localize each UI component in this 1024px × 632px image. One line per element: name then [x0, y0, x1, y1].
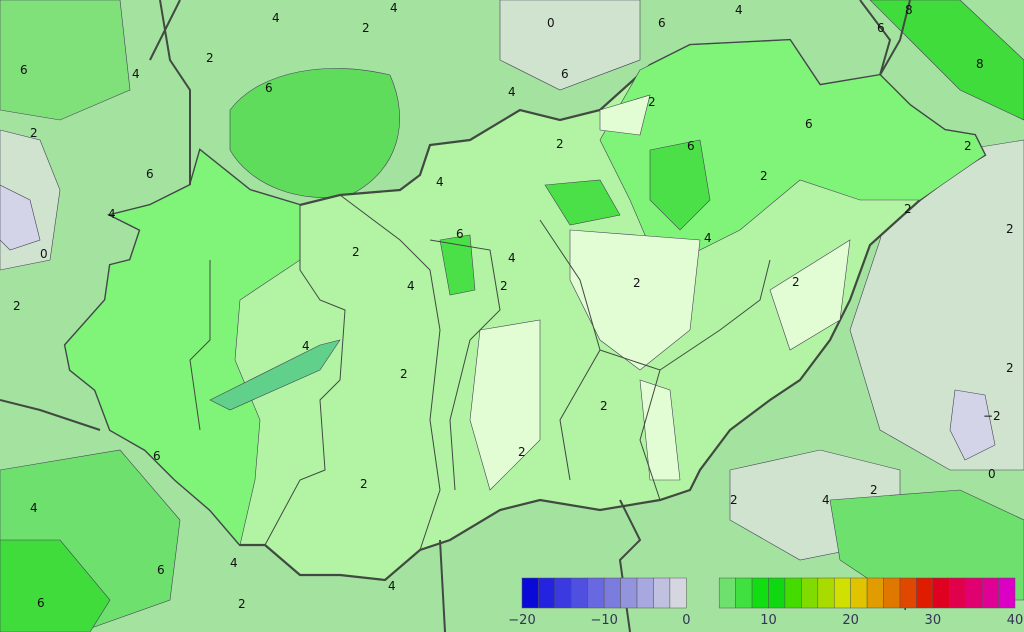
colorbar-segment	[538, 577, 556, 609]
contour-label: 6	[561, 67, 569, 81]
contour-label: 6	[877, 21, 885, 35]
colorbar-segment	[998, 577, 1016, 609]
colorbar-tick-label: 40	[1007, 613, 1024, 628]
contour-label: 6	[153, 449, 161, 463]
contour-label: 0	[988, 467, 996, 481]
colorbar-segment	[817, 577, 835, 609]
contour-label: 2	[600, 399, 608, 413]
contour-label: 0	[547, 16, 555, 30]
colorbar-segment	[899, 577, 917, 609]
contour-label: 4	[436, 175, 444, 189]
contour-label: 4	[108, 207, 116, 221]
contour-label: 2	[518, 445, 526, 459]
colorbar-segment	[801, 577, 819, 609]
colorbar-segment	[916, 577, 934, 609]
contour-label: 8	[976, 57, 984, 71]
contour-label: 6	[20, 63, 28, 77]
colorbar-segment	[833, 577, 851, 609]
colorbar-segment	[768, 577, 786, 609]
colorbar-segment	[850, 577, 868, 609]
colorbar-tick-label: −20	[508, 613, 535, 628]
contour-label: 4	[407, 279, 415, 293]
colorbar-segment	[653, 577, 671, 609]
contour-label: 6	[456, 227, 464, 241]
contour-label: 2	[648, 95, 656, 109]
colorbar-segment	[965, 577, 983, 609]
colorbar-segment	[949, 577, 966, 609]
contour-label: 6	[146, 167, 154, 181]
contour-label: 2	[1006, 361, 1014, 375]
contour-label: 2	[400, 367, 408, 381]
contour-label: 2	[352, 245, 360, 259]
contour-label: 6	[265, 81, 273, 95]
contour-label: 6	[37, 596, 45, 610]
colorbar-segment	[554, 577, 572, 609]
contour-label: 4	[230, 556, 238, 570]
contour-label: 4	[30, 501, 38, 515]
colorbar-segment	[751, 577, 769, 609]
contour-label: 2	[13, 299, 21, 313]
contour-label: 2	[556, 137, 564, 151]
contour-label: 8	[905, 3, 913, 17]
colorbar-segment	[932, 577, 950, 609]
colorbar-segment	[669, 577, 687, 609]
county-borders	[189, 194, 771, 551]
colorbar-segment	[571, 577, 588, 609]
colorbar-segment	[636, 577, 654, 609]
contour-label: 4	[302, 339, 310, 353]
contour-label: 2	[500, 279, 508, 293]
contour-label: 4	[822, 493, 830, 507]
contour-label: 2	[792, 275, 800, 289]
contour-label: 2	[362, 21, 370, 35]
hungary-contour-regions	[64, 39, 986, 546]
contour-label: 2	[964, 139, 972, 153]
contour-label: 4	[390, 1, 398, 15]
contour-label: 2	[730, 493, 738, 507]
contour-label: 4	[388, 579, 396, 593]
contour-label: 2	[904, 202, 912, 216]
colorbar-segment	[587, 577, 605, 609]
contour-label: 4	[132, 67, 140, 81]
temperature-colorbar: −20 −10 0 10 20 30 40	[508, 577, 1024, 628]
contour-label: 2	[360, 477, 368, 491]
contour-label: −2	[983, 409, 1001, 423]
colorbar-tick-label: 0	[682, 613, 690, 628]
colorbar-tick-label: 10	[760, 613, 777, 628]
colorbar-segment	[784, 577, 802, 609]
contour-label: 6	[687, 139, 695, 153]
contour-label: 6	[658, 16, 666, 30]
colorbar-segment	[521, 577, 539, 609]
colorbar-tick-label: 30	[925, 613, 942, 628]
contour-label: 2	[760, 169, 768, 183]
contour-label: 0	[40, 247, 48, 261]
colorbar-tick-label: −10	[590, 613, 617, 628]
colorbar-segment	[735, 577, 753, 609]
contour-label: 2	[870, 483, 878, 497]
colorbar-segment	[866, 577, 884, 609]
contour-label: 4	[272, 11, 280, 25]
contour-label: 2	[30, 126, 38, 140]
contour-label: 4	[508, 251, 516, 265]
contour-label: 2	[633, 276, 641, 290]
contour-label: 2	[1006, 222, 1014, 236]
colorbar-segment	[718, 577, 736, 609]
colorbar-segment	[620, 577, 638, 609]
colorbar-segment	[981, 577, 999, 609]
contour-label: 6	[157, 563, 165, 577]
contour-label: 4	[735, 3, 743, 17]
contour-label: 2	[206, 51, 214, 65]
colorbar-segment	[883, 577, 901, 609]
colorbar-tick-label: 20	[842, 613, 859, 628]
contour-label: 6	[805, 117, 813, 131]
contour-label: 4	[508, 85, 516, 99]
colorbar-segment	[603, 577, 621, 609]
contour-label: 4	[704, 231, 712, 245]
contour-label: 2	[238, 597, 246, 611]
